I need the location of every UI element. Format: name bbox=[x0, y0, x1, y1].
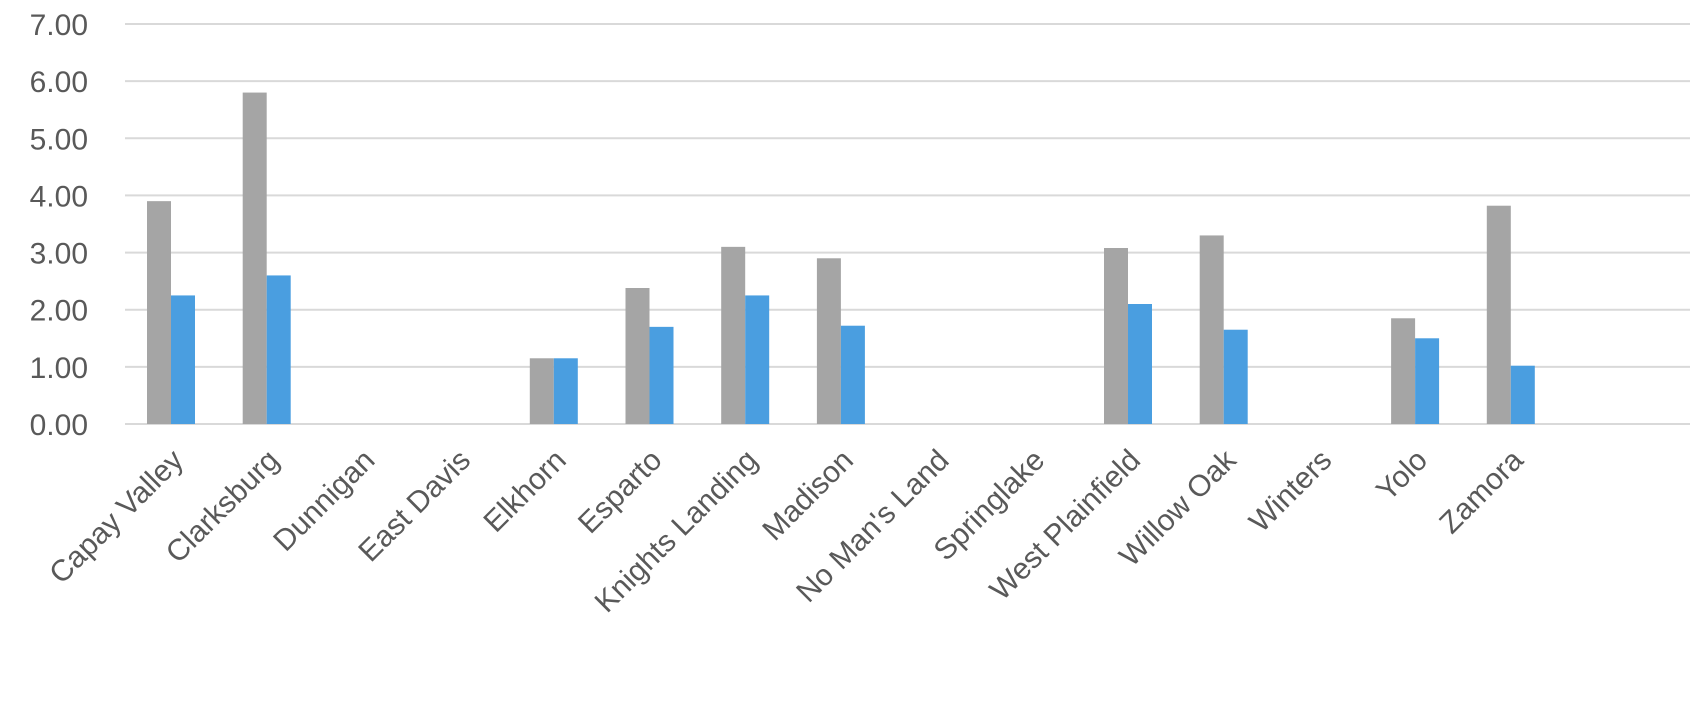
y-tick-label: 0.00 bbox=[30, 409, 88, 442]
y-tick-label: 5.00 bbox=[30, 123, 88, 156]
bar-series-1 bbox=[1199, 235, 1224, 424]
bar-series-2 bbox=[1128, 304, 1152, 424]
bar-series-2 bbox=[649, 326, 674, 424]
bar-series-1 bbox=[1486, 205, 1511, 424]
y-tick-label: 1.00 bbox=[30, 352, 88, 385]
x-category-label: Elkhorn bbox=[477, 444, 572, 539]
x-category-label: Yolo bbox=[1370, 444, 1434, 508]
bar-series-2 bbox=[266, 275, 291, 424]
bar-series-2 bbox=[745, 295, 770, 424]
bar-series-1 bbox=[1391, 318, 1416, 424]
y-tick-label: 6.00 bbox=[30, 66, 88, 99]
bar-series-1 bbox=[721, 246, 746, 424]
y-tick-label: 2.00 bbox=[30, 295, 88, 328]
y-tick-label: 4.00 bbox=[30, 180, 88, 213]
bar-series-1 bbox=[1104, 248, 1128, 424]
bar-series-2 bbox=[1223, 329, 1248, 424]
bar-series-1 bbox=[625, 288, 650, 424]
x-category-label: Winters bbox=[1243, 444, 1338, 539]
bar-series-2 bbox=[553, 358, 578, 424]
y-tick-label: 3.00 bbox=[30, 238, 88, 271]
gridlines bbox=[125, 23, 1690, 425]
bar-series-1 bbox=[242, 92, 267, 425]
x-category-label: Esparto bbox=[572, 444, 668, 540]
bar-series-2 bbox=[840, 325, 865, 424]
bar-series-1 bbox=[816, 258, 841, 424]
y-tick-label: 7.00 bbox=[30, 9, 88, 42]
x-category-label: Zamora bbox=[1433, 443, 1530, 540]
bar-series-2 bbox=[1415, 338, 1440, 424]
bars bbox=[147, 92, 1535, 425]
bar-series-1 bbox=[529, 358, 554, 424]
bar-series-2 bbox=[171, 295, 195, 424]
x-category-label: Capay Valley bbox=[43, 444, 190, 591]
x-category-label: Knights Landing bbox=[589, 444, 764, 619]
bar-series-1 bbox=[147, 201, 171, 424]
bar-series-2 bbox=[1510, 365, 1535, 424]
y-axis-tick-labels: 0.00 1.00 2.00 3.00 4.00 5.00 6.00 7.00 bbox=[30, 9, 88, 442]
